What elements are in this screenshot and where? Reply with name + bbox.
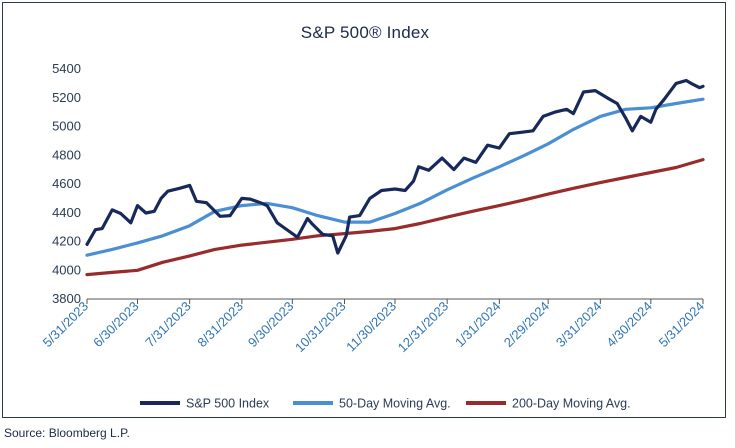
chart-title: S&P 500® Index <box>300 23 430 42</box>
x-tick-label: 2/29/2024 <box>501 299 553 351</box>
legend-label-sp500: S&P 500 Index <box>186 397 270 411</box>
x-tick-label: 4/30/2024 <box>603 299 655 351</box>
x-tick-label: 5/31/2024 <box>656 299 708 351</box>
y-tick-label: 4000 <box>52 262 81 277</box>
series-line-ma50 <box>85 97 705 257</box>
chart-frame: S&P 500® Index 3800 4000 4200 4400 4600 4800 5… <box>2 2 726 418</box>
x-tick-label: 8/31/2023 <box>194 299 246 351</box>
x-tick-label: 1/31/2024 <box>452 299 504 351</box>
y-tick-label: 5400 <box>52 61 81 76</box>
x-tick-label: 7/31/2023 <box>142 299 194 351</box>
series-line-sp500 <box>85 78 705 255</box>
x-tick-label: 9/30/2023 <box>245 299 297 351</box>
y-tick-label: 5000 <box>52 119 81 134</box>
x-tick-label: 10/31/2023 <box>292 299 349 356</box>
y-tick-label: 4600 <box>52 176 81 191</box>
x-tick-label: 12/31/2023 <box>395 299 452 356</box>
x-tick-label: 6/30/2023 <box>90 299 142 351</box>
y-tick-label: 5200 <box>52 90 81 105</box>
y-tick-label: 4800 <box>52 147 81 162</box>
x-tick-label: 3/31/2024 <box>553 299 605 351</box>
legend-label-ma50: 50-Day Moving Avg. <box>339 397 451 411</box>
source-note: Source: Bloomberg L.P. <box>4 426 130 440</box>
y-tick-label: 4400 <box>52 205 81 220</box>
legend-label-ma200: 200-Day Moving Avg. <box>512 397 631 411</box>
x-tick-label: 11/30/2023 <box>343 299 399 355</box>
series-line-ma200 <box>85 158 705 277</box>
y-tick-label: 4200 <box>52 234 81 249</box>
y-tick-label: 3800 <box>52 291 81 306</box>
x-tick-label: 5/31/2023 <box>40 299 92 351</box>
chart-plot: 3800 4000 4200 4400 4600 4800 5000 5200 5400 5/31… <box>40 61 708 411</box>
